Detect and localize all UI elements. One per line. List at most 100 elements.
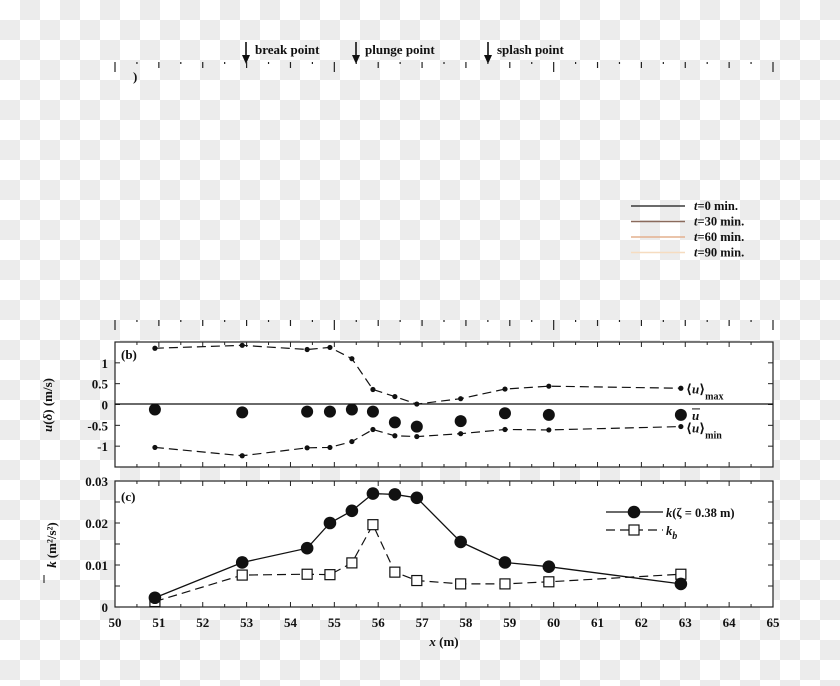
data-point xyxy=(414,401,420,407)
data-point xyxy=(543,576,555,588)
x-axis-label: x (m) xyxy=(428,634,458,649)
data-point xyxy=(236,569,248,581)
data-point xyxy=(392,433,398,439)
x-tick-label: 53 xyxy=(240,615,254,630)
data-point xyxy=(454,415,467,428)
data-point xyxy=(301,405,314,418)
data-point xyxy=(304,445,310,451)
data-point xyxy=(367,519,379,531)
x-tick-label: 63 xyxy=(679,615,693,630)
data-point xyxy=(678,423,684,430)
down-arrow-icon xyxy=(242,55,250,64)
x-tick-label: 64 xyxy=(723,615,737,630)
event-annotations: break point plunge point splash point xyxy=(242,42,565,64)
x-tick-label: 54 xyxy=(284,615,298,630)
data-point xyxy=(546,383,552,389)
splash-point-label: splash point xyxy=(497,42,565,57)
panel-c-y-tick-labels: 0 0.01 0.02 0.03 xyxy=(85,474,108,615)
data-point xyxy=(345,504,359,518)
svg-text:k(ζ = 0.38 m): k(ζ = 0.38 m) xyxy=(666,506,735,520)
panel-c-tke: 0 0.01 0.02 0.03 (c) k(ζ = 0.38 m) kb k(m²/s… xyxy=(43,474,781,649)
data-point xyxy=(152,444,158,451)
legend-item: t=30 min. xyxy=(631,215,744,229)
panel-c-frame xyxy=(114,480,774,608)
panel-b-label: (b) xyxy=(121,347,137,362)
series-u-mean xyxy=(148,403,687,433)
data-point xyxy=(499,578,511,590)
panel-b-y-tick-labels: 1 0.5 0 -0.5 -1 xyxy=(87,356,108,454)
x-tick-label: 60 xyxy=(547,615,560,630)
data-point xyxy=(235,556,249,569)
data-point xyxy=(148,403,161,416)
y-tick-label: 0.5 xyxy=(92,377,109,392)
splash-point-annotation: splash point xyxy=(484,42,565,64)
svg-text:t=0 min.: t=0 min. xyxy=(694,199,738,213)
panel-a-label-fragment: ) xyxy=(133,69,137,84)
data-point xyxy=(498,556,512,569)
x-tick-label: 51 xyxy=(152,615,165,630)
svg-text:u: u xyxy=(692,408,699,423)
x-axis-tick-labels: 50 51 52 53 54 55 56 57 58 59 60 61 62 63 64 65 xyxy=(109,615,781,630)
legend-item-k: k(ζ = 0.38 m) xyxy=(606,505,735,520)
data-point xyxy=(323,516,337,530)
data-point xyxy=(458,431,464,437)
svg-text:k(m²/s²): k(m²/s²) xyxy=(44,522,59,567)
data-point xyxy=(239,342,245,348)
panel-b-series xyxy=(148,342,687,459)
data-point xyxy=(327,444,333,451)
panel-c-label: (c) xyxy=(121,489,135,504)
data-point xyxy=(323,405,336,418)
down-arrow-icon xyxy=(484,55,492,64)
x-tick-label: 56 xyxy=(372,615,386,630)
panel-b-velocity: 1 0.5 0 -0.5 -1 (b) ⟨u⟩max u⟨u⟩min u(δ) (m/s) xyxy=(40,341,774,468)
plunge-point-annotation: plunge point xyxy=(352,42,435,64)
x-tick-label: 57 xyxy=(416,615,430,630)
open-square-marker-icon xyxy=(628,524,640,536)
data-point xyxy=(678,385,684,391)
panel-c-ticks xyxy=(114,480,774,608)
x-tick-label: 59 xyxy=(503,615,517,630)
x-tick-label: 58 xyxy=(459,615,473,630)
svg-text:⟨u⟩min: ⟨u⟩min xyxy=(686,421,722,442)
data-point xyxy=(498,407,511,420)
data-point xyxy=(345,403,358,416)
panel-a-axis-ticks xyxy=(114,62,774,72)
data-point xyxy=(370,386,376,393)
y-tick-label: 1 xyxy=(102,356,109,371)
x-tick-label: 50 xyxy=(109,615,122,630)
data-point xyxy=(300,541,314,555)
panel-a-legend: t=0 min. t=30 min.t=60 min. t=90 min. xyxy=(631,199,744,260)
y-tick-label: 0.01 xyxy=(85,558,108,573)
y-tick-label: -0.5 xyxy=(87,418,108,433)
series-u-max xyxy=(152,342,684,407)
data-point xyxy=(349,438,355,445)
data-point xyxy=(370,426,376,433)
data-point xyxy=(366,487,380,500)
break-point-annotation: break point xyxy=(242,42,320,64)
legend-item: t=90 min. xyxy=(631,246,744,260)
data-point xyxy=(542,408,555,421)
x-tick-label: 52 xyxy=(196,615,209,630)
data-point xyxy=(455,578,467,590)
data-point xyxy=(454,535,467,549)
y-tick-label: 0 xyxy=(102,600,109,615)
y-tick-label: 0.02 xyxy=(85,516,108,531)
data-point xyxy=(152,345,158,351)
data-point xyxy=(304,346,310,353)
data-point xyxy=(389,566,401,578)
legend-item-kb: kb xyxy=(606,524,677,542)
data-point xyxy=(301,568,313,580)
data-point xyxy=(392,393,398,400)
y-tick-label: -1 xyxy=(97,439,108,454)
panel-b-y-axis-label: u(δ) (m/s) xyxy=(40,378,55,432)
data-point xyxy=(388,488,402,501)
panel-c-series xyxy=(148,487,688,608)
plunge-point-label: plunge point xyxy=(365,42,435,57)
data-point xyxy=(148,591,162,605)
svg-text:t=90 min.: t=90 min. xyxy=(694,246,744,260)
data-point xyxy=(327,344,333,351)
data-point xyxy=(502,386,508,392)
data-point xyxy=(346,557,358,569)
svg-text:t=30 min.: t=30 min. xyxy=(694,215,744,229)
break-point-label: break point xyxy=(255,42,320,57)
